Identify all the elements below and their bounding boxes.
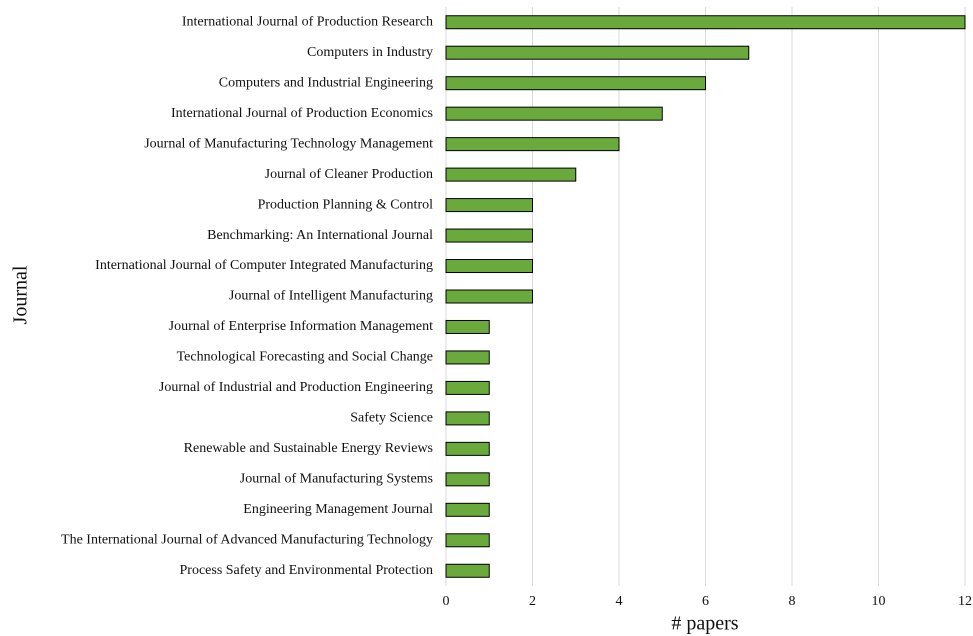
bar (445, 167, 577, 182)
y-tick-label: Engineering Management Journal (243, 502, 433, 517)
bar (445, 350, 490, 365)
bar (445, 45, 750, 60)
y-tick-label: Renewable and Sustainable Energy Reviews (184, 441, 433, 456)
y-tick-label: Journal of Manufacturing Systems (240, 472, 433, 487)
y-tick-label: Journal of Enterprise Information Manage… (169, 319, 433, 334)
y-axis-label: Journal (10, 265, 32, 324)
y-tick-label: Safety Science (350, 411, 433, 426)
y-tick-label: International Journal of Computer Integr… (95, 258, 433, 273)
bar (445, 533, 490, 548)
x-tick-label: 2 (529, 594, 536, 609)
bar (445, 259, 533, 274)
bar (445, 319, 490, 334)
bar (445, 198, 533, 213)
y-tick-label: The International Journal of Advanced Ma… (61, 533, 433, 548)
y-tick-label: Technological Forecasting and Social Cha… (177, 350, 433, 365)
bar (445, 441, 490, 456)
x-tick-label: 6 (702, 594, 709, 609)
x-tick-label: 0 (443, 594, 450, 609)
y-tick-label: Computers in Industry (307, 45, 433, 60)
bar (445, 502, 490, 517)
bar (445, 411, 490, 426)
bar (445, 472, 490, 487)
y-tick-label: Computers and Industrial Engineering (219, 75, 433, 90)
y-tick-label: Process Safety and Environmental Protect… (180, 563, 434, 578)
y-tick-label: Journal of Industrial and Production Eng… (159, 380, 433, 395)
x-tick-label: 4 (616, 594, 623, 609)
y-tick-label: Journal of Manufacturing Technology Mana… (144, 136, 433, 151)
bar (445, 106, 663, 121)
bar (445, 289, 533, 304)
y-tick-label: Journal of Cleaner Production (265, 167, 433, 182)
y-tick-label: International Journal of Production Econ… (171, 106, 433, 121)
y-tick-label: Production Planning & Control (258, 197, 434, 212)
x-tick-label: 8 (789, 594, 796, 609)
bar (445, 15, 966, 30)
bar (445, 76, 706, 91)
y-tick-label: International Journal of Production Rese… (182, 14, 433, 29)
bar (445, 228, 533, 243)
bar (445, 137, 620, 152)
y-tick-label: Benchmarking: An International Journal (207, 228, 433, 243)
x-tick-label: 12 (958, 594, 972, 609)
y-tick-label: Journal of Intelligent Manufacturing (229, 289, 433, 304)
x-axis-label: # papers (671, 613, 738, 635)
bar (445, 563, 490, 578)
bar (445, 380, 490, 395)
x-tick-label: 10 (872, 594, 886, 609)
